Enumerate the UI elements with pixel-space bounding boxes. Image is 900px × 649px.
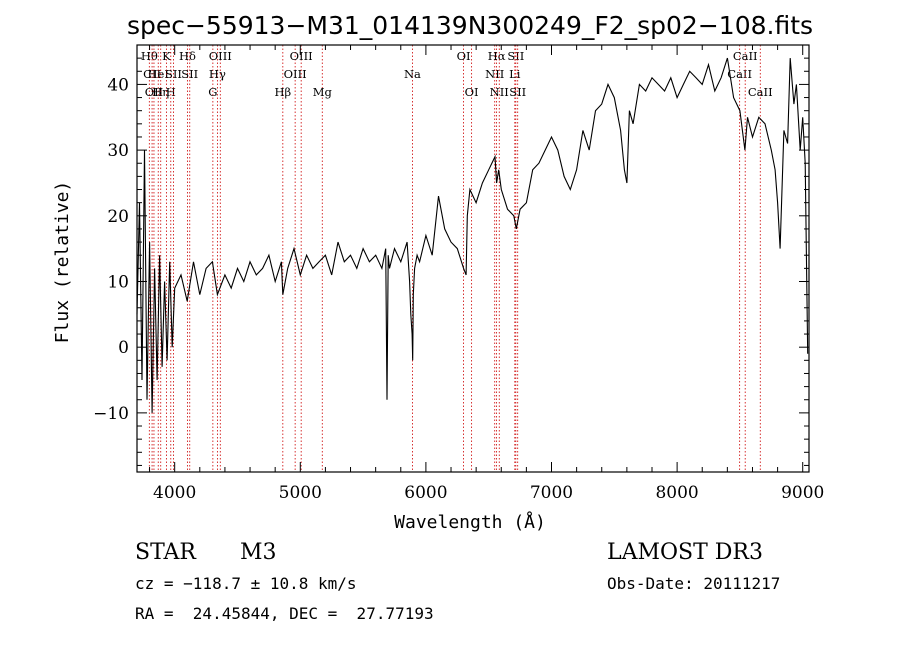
line-markers: HθCIIOIIHeIHηKHSIIHδSIIGHγOIIIHβOIIIOIII…: [141, 45, 773, 472]
line-marker-label: SII: [181, 67, 198, 81]
line-marker-label: SII: [507, 49, 524, 63]
axis-ticks: 4000 5000 6000 7000 8000 9000 −10 0 10 20 30 40: [93, 45, 824, 503]
x-tick-label: 8000: [655, 483, 698, 503]
line-marker-label: NII: [490, 85, 509, 99]
line-marker-label: OIII: [209, 49, 232, 63]
y-tick-label: 10: [107, 272, 129, 292]
line-marker-label: OIII: [284, 67, 307, 81]
line-marker-label: CaII: [727, 67, 752, 81]
x-axis-label: Wavelength (Å): [394, 511, 546, 533]
line-marker-label: Hη: [152, 85, 169, 99]
line-marker-label: HeI: [148, 67, 169, 81]
line-marker-label: SII: [165, 67, 182, 81]
object-subclass: M3: [240, 540, 277, 565]
x-tick-label: 5000: [279, 483, 322, 503]
line-marker-label: NII: [485, 67, 504, 81]
line-marker-label: H: [166, 85, 176, 99]
line-marker-label: Hγ: [209, 67, 226, 81]
x-tick-label: 6000: [404, 483, 447, 503]
line-marker-label: SII: [509, 85, 526, 99]
line-marker-label: G: [208, 85, 217, 99]
x-tick-label: 9000: [781, 483, 824, 503]
y-tick-label: −10: [93, 404, 129, 424]
line-marker-label: CaII: [733, 49, 758, 63]
ra-dec-coordinates: RA = 24.45844, DEC = 27.77193: [135, 604, 434, 623]
line-marker-label: CII: [143, 67, 161, 81]
x-tick-label: 7000: [530, 483, 573, 503]
line-marker-label: OIII: [290, 49, 313, 63]
y-tick-label: 20: [107, 207, 129, 227]
spectrum-line: [136, 57, 809, 413]
line-marker-label: OI: [457, 49, 471, 63]
redshift-cz: cz = −118.7 ± 10.8 km/s: [135, 574, 357, 593]
y-tick-label: 30: [107, 141, 129, 161]
chart-title: spec−55913−M31_014139N300249_F2_sp02−108…: [127, 11, 813, 40]
line-marker-label: Hβ: [274, 85, 291, 99]
line-marker-label: Na: [404, 67, 421, 81]
line-marker-label: CaII: [748, 85, 773, 99]
object-class: STAR: [135, 540, 196, 565]
plot-frame: [136, 44, 810, 473]
survey-name: LAMOST DR3: [607, 540, 763, 565]
x-tick-label: 4000: [153, 483, 196, 503]
line-marker-label: Mg: [313, 85, 333, 99]
line-marker-label: Hθ: [141, 49, 158, 63]
line-marker-label: K: [162, 49, 171, 63]
line-marker-label: Li: [509, 67, 521, 81]
line-marker-label: Hα: [488, 49, 506, 63]
y-tick-label: 0: [118, 338, 129, 358]
observation-date: Obs-Date: 20111217: [607, 574, 781, 593]
y-tick-label: 40: [107, 75, 129, 95]
y-axis-label: Flux (relative): [52, 181, 73, 344]
line-marker-label: OI: [465, 85, 479, 99]
line-marker-label: Hδ: [179, 49, 196, 63]
